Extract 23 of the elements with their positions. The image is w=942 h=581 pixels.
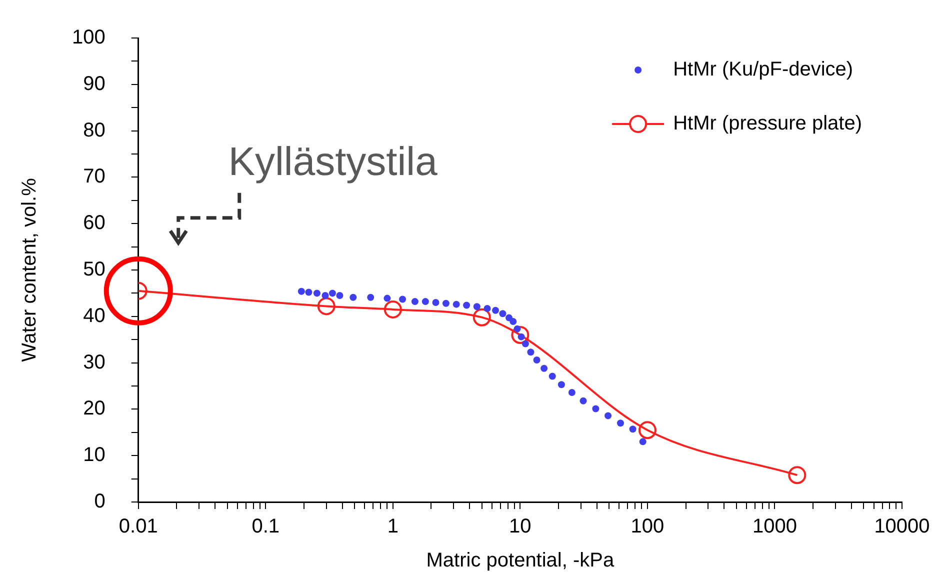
y-tick-label: 10 (83, 444, 106, 466)
y-axis-title: Water content, vol.% (18, 178, 41, 362)
x-tick-label: 10000 (874, 516, 930, 538)
y-tick-label: 100 (72, 26, 106, 49)
x-tick-label: 1 (387, 516, 398, 538)
y-tick-label: 60 (83, 212, 106, 234)
y-tick-label: 50 (83, 258, 106, 281)
y-tick-label: 80 (83, 119, 106, 142)
x-tick-label: 10 (509, 516, 532, 538)
annotation: Kyllästystila (228, 140, 438, 184)
x-tick-label: 0.01 (118, 516, 158, 538)
x-tick-label: 1000 (752, 516, 797, 538)
legend-label: HtMr (Ku/pF-device) (673, 58, 854, 81)
legend-label: HtMr (pressure plate) (673, 112, 862, 135)
x-axis-title: Matric potential, -kPa (426, 550, 615, 572)
y-tick-label: 0 (94, 490, 106, 513)
y-tick-label: 70 (83, 166, 106, 188)
x-tick-label: 100 (630, 516, 664, 538)
x-tick-label: 0.1 (252, 516, 280, 538)
y-tick-label: 20 (83, 398, 106, 420)
y-tick-label: 30 (83, 351, 106, 374)
y-tick-label: 40 (83, 304, 106, 327)
y-tick-label: 90 (83, 72, 106, 95)
